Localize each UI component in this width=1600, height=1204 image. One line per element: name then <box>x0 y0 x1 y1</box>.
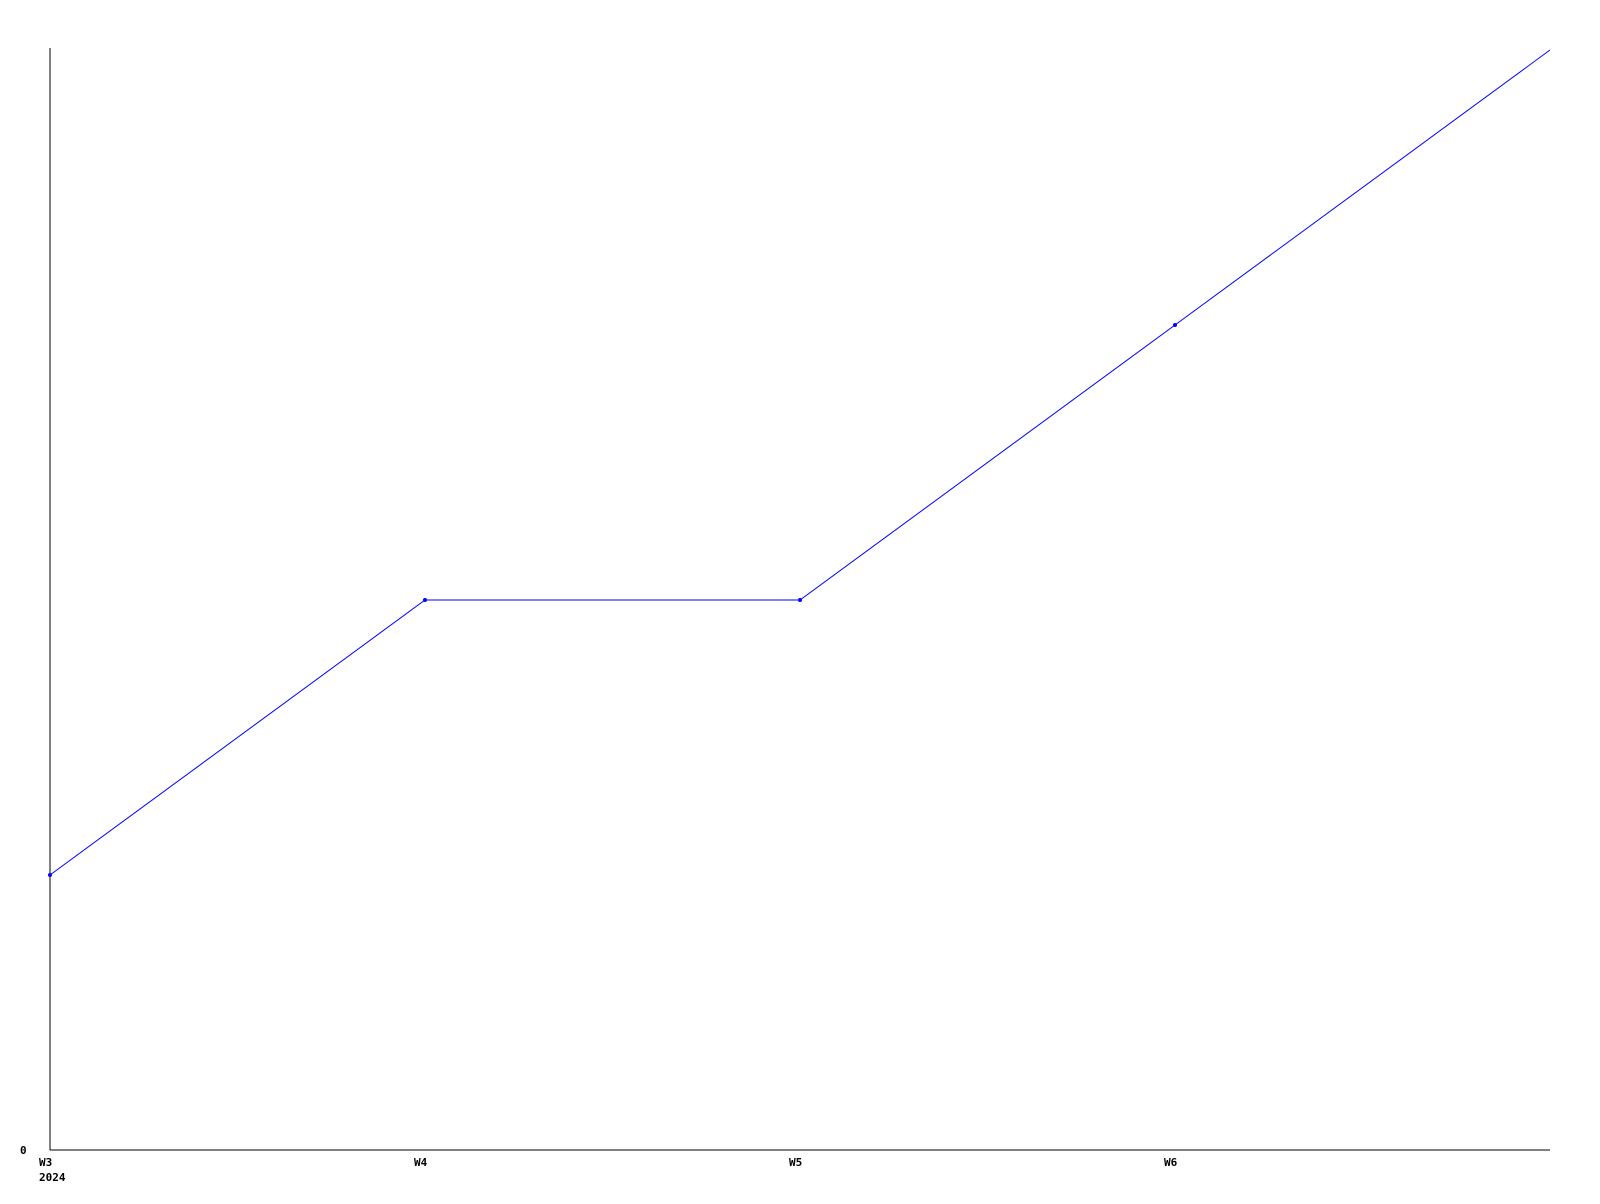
series-line-0 <box>49 49 1551 876</box>
x-tick-label-W5: W5 <box>789 1156 802 1169</box>
x-year-label: 2024 <box>39 1171 66 1184</box>
data-point-0 <box>48 873 52 877</box>
y-tick-label-0: 0 <box>20 1144 27 1157</box>
x-tick-label-W3: W3 <box>39 1156 52 1169</box>
data-point-2 <box>798 598 802 602</box>
data-point-3 <box>1173 323 1177 327</box>
data-point-1 <box>423 598 427 602</box>
x-tick-label-W4: W4 <box>414 1156 428 1169</box>
x-tick-label-W6: W6 <box>1164 1156 1178 1169</box>
